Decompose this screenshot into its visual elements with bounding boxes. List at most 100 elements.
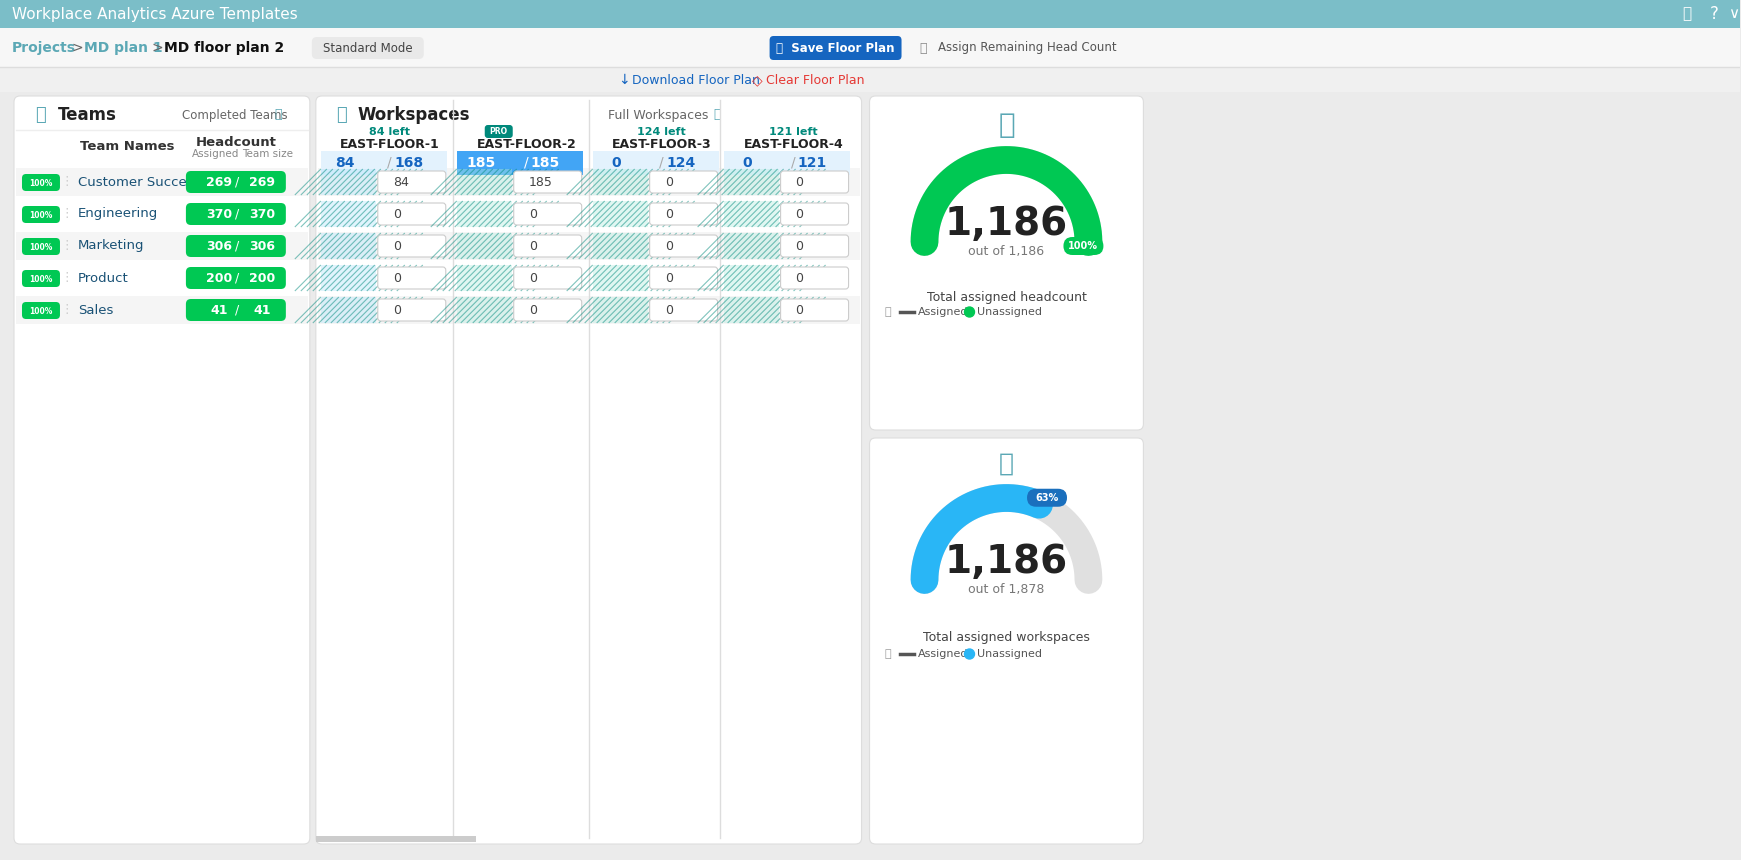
- Text: 👁: 👁: [273, 108, 282, 121]
- Text: ⋮: ⋮: [61, 272, 73, 285]
- Text: 306: 306: [249, 239, 275, 253]
- FancyBboxPatch shape: [592, 233, 648, 259]
- Text: /: /: [235, 239, 239, 253]
- Text: Assigned: Assigned: [192, 149, 239, 159]
- Text: 84 left: 84 left: [369, 127, 411, 137]
- Text: 370: 370: [205, 207, 232, 220]
- Text: Capacity: Capacity: [387, 153, 432, 163]
- Text: EAST-FLOOR-2: EAST-FLOOR-2: [477, 138, 576, 151]
- Text: 100%: 100%: [30, 243, 52, 251]
- Text: ⋮: ⋮: [61, 207, 73, 220]
- Text: Unassigned: Unassigned: [977, 307, 1043, 317]
- FancyBboxPatch shape: [14, 96, 310, 844]
- Text: 0: 0: [665, 272, 672, 285]
- Text: Assign Remaining Head Count: Assign Remaining Head Count: [937, 41, 1116, 54]
- FancyBboxPatch shape: [378, 299, 446, 321]
- FancyBboxPatch shape: [514, 171, 581, 193]
- FancyBboxPatch shape: [649, 299, 717, 321]
- Circle shape: [965, 307, 975, 317]
- Text: 0: 0: [529, 272, 536, 285]
- Text: 0: 0: [393, 207, 400, 220]
- Text: 0: 0: [796, 272, 804, 285]
- FancyBboxPatch shape: [23, 302, 59, 319]
- Text: 0: 0: [529, 207, 536, 220]
- Text: Team size: Team size: [242, 149, 292, 159]
- Text: 200: 200: [205, 272, 232, 285]
- FancyBboxPatch shape: [649, 171, 717, 193]
- Text: EAST-FLOOR-4: EAST-FLOOR-4: [743, 138, 843, 151]
- Text: EAST-FLOOR-3: EAST-FLOOR-3: [611, 138, 712, 151]
- FancyBboxPatch shape: [320, 265, 376, 291]
- Text: 👥: 👥: [998, 111, 1015, 139]
- Text: ⋮: ⋮: [61, 175, 73, 188]
- Text: 84: 84: [393, 175, 409, 188]
- Text: Full Workspaces: Full Workspaces: [608, 108, 709, 121]
- Text: 63%: 63%: [1036, 493, 1059, 503]
- Text: Team Names: Team Names: [80, 139, 174, 152]
- FancyBboxPatch shape: [724, 233, 778, 259]
- Text: MD floor plan 2: MD floor plan 2: [164, 41, 284, 55]
- Text: 124: 124: [667, 156, 695, 170]
- Text: 185: 185: [529, 156, 559, 170]
- Text: 0: 0: [529, 304, 536, 316]
- Text: 0: 0: [743, 156, 752, 170]
- FancyBboxPatch shape: [592, 151, 719, 175]
- Text: 124 left: 124 left: [637, 127, 686, 137]
- Text: 0: 0: [796, 304, 804, 316]
- FancyBboxPatch shape: [780, 235, 848, 257]
- Text: PRO: PRO: [489, 127, 508, 137]
- Text: out of 1,186: out of 1,186: [968, 245, 1045, 259]
- Text: Capacity: Capacity: [789, 153, 834, 163]
- Text: Download Floor Plan: Download Floor Plan: [632, 73, 759, 87]
- Text: 🖥: 🖥: [999, 452, 1013, 476]
- FancyBboxPatch shape: [484, 125, 514, 138]
- Text: /: /: [388, 156, 392, 170]
- Text: 306: 306: [205, 239, 232, 253]
- FancyBboxPatch shape: [592, 265, 648, 291]
- FancyBboxPatch shape: [514, 267, 581, 289]
- Text: Unassigned: Unassigned: [977, 649, 1043, 659]
- FancyBboxPatch shape: [514, 203, 581, 225]
- Text: 269: 269: [205, 175, 232, 188]
- FancyBboxPatch shape: [649, 267, 717, 289]
- Text: 0: 0: [529, 239, 536, 253]
- FancyBboxPatch shape: [869, 96, 1144, 430]
- FancyBboxPatch shape: [724, 265, 778, 291]
- FancyBboxPatch shape: [378, 171, 446, 193]
- Text: /: /: [660, 156, 663, 170]
- Text: 185: 185: [467, 156, 496, 170]
- FancyBboxPatch shape: [770, 36, 902, 60]
- Text: >: >: [71, 41, 84, 55]
- Text: 0: 0: [393, 272, 400, 285]
- Text: 👁: 👁: [714, 108, 721, 121]
- Circle shape: [965, 649, 975, 659]
- Text: Assigned: Assigned: [320, 153, 369, 163]
- Text: /: /: [235, 207, 239, 220]
- Text: Standard Mode: Standard Mode: [324, 41, 413, 54]
- FancyBboxPatch shape: [378, 203, 446, 225]
- FancyBboxPatch shape: [319, 296, 860, 324]
- FancyBboxPatch shape: [186, 299, 286, 321]
- Text: ?: ?: [1710, 5, 1718, 23]
- Text: 🔄: 🔄: [919, 41, 926, 54]
- FancyBboxPatch shape: [186, 235, 286, 257]
- FancyBboxPatch shape: [724, 297, 778, 323]
- FancyBboxPatch shape: [456, 265, 512, 291]
- Text: ∨: ∨: [1729, 7, 1739, 22]
- Text: /: /: [235, 272, 239, 285]
- Text: 🔍: 🔍: [884, 307, 891, 317]
- FancyBboxPatch shape: [320, 169, 376, 195]
- FancyBboxPatch shape: [319, 168, 860, 196]
- FancyBboxPatch shape: [315, 836, 475, 842]
- FancyBboxPatch shape: [23, 174, 59, 191]
- Text: 41: 41: [211, 304, 228, 316]
- FancyBboxPatch shape: [0, 0, 1739, 28]
- FancyBboxPatch shape: [1027, 488, 1067, 507]
- FancyBboxPatch shape: [315, 96, 862, 844]
- Text: 1,186: 1,186: [945, 543, 1067, 581]
- Text: ↓: ↓: [618, 73, 629, 87]
- Text: 0: 0: [796, 207, 804, 220]
- Text: 121: 121: [797, 156, 827, 170]
- FancyBboxPatch shape: [186, 203, 286, 225]
- Text: Workplace Analytics Azure Templates: Workplace Analytics Azure Templates: [12, 7, 298, 22]
